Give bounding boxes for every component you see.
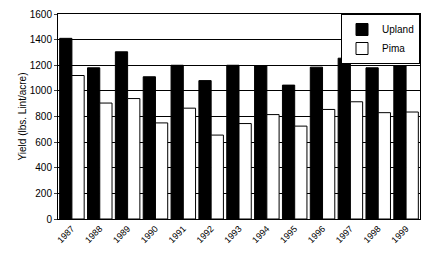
svg-text:Pima: Pima — [382, 43, 405, 54]
svg-text:1998: 1998 — [362, 224, 383, 245]
svg-text:400: 400 — [35, 162, 52, 173]
svg-text:800: 800 — [35, 111, 52, 122]
svg-text:1996: 1996 — [306, 224, 327, 245]
svg-text:0: 0 — [46, 214, 52, 225]
svg-text:1987: 1987 — [55, 224, 76, 245]
svg-text:1994: 1994 — [250, 224, 271, 245]
svg-text:1988: 1988 — [83, 224, 104, 245]
svg-text:1989: 1989 — [111, 224, 132, 245]
svg-text:1990: 1990 — [139, 224, 160, 245]
svg-text:200: 200 — [35, 188, 52, 199]
svg-text:1999: 1999 — [389, 224, 410, 245]
svg-text:1600: 1600 — [30, 9, 53, 20]
svg-text:Upland: Upland — [382, 24, 414, 35]
svg-text:1995: 1995 — [278, 224, 299, 245]
svg-text:1991: 1991 — [167, 224, 188, 245]
svg-text:1993: 1993 — [222, 224, 243, 245]
svg-text:1400: 1400 — [30, 34, 53, 45]
svg-text:1000: 1000 — [30, 85, 53, 96]
svg-text:1200: 1200 — [30, 60, 53, 71]
svg-text:1992: 1992 — [195, 224, 216, 245]
svg-text:1997: 1997 — [334, 224, 355, 245]
svg-text:Yield (lbs. Lint/acre): Yield (lbs. Lint/acre) — [17, 73, 28, 161]
svg-text:600: 600 — [35, 137, 52, 148]
